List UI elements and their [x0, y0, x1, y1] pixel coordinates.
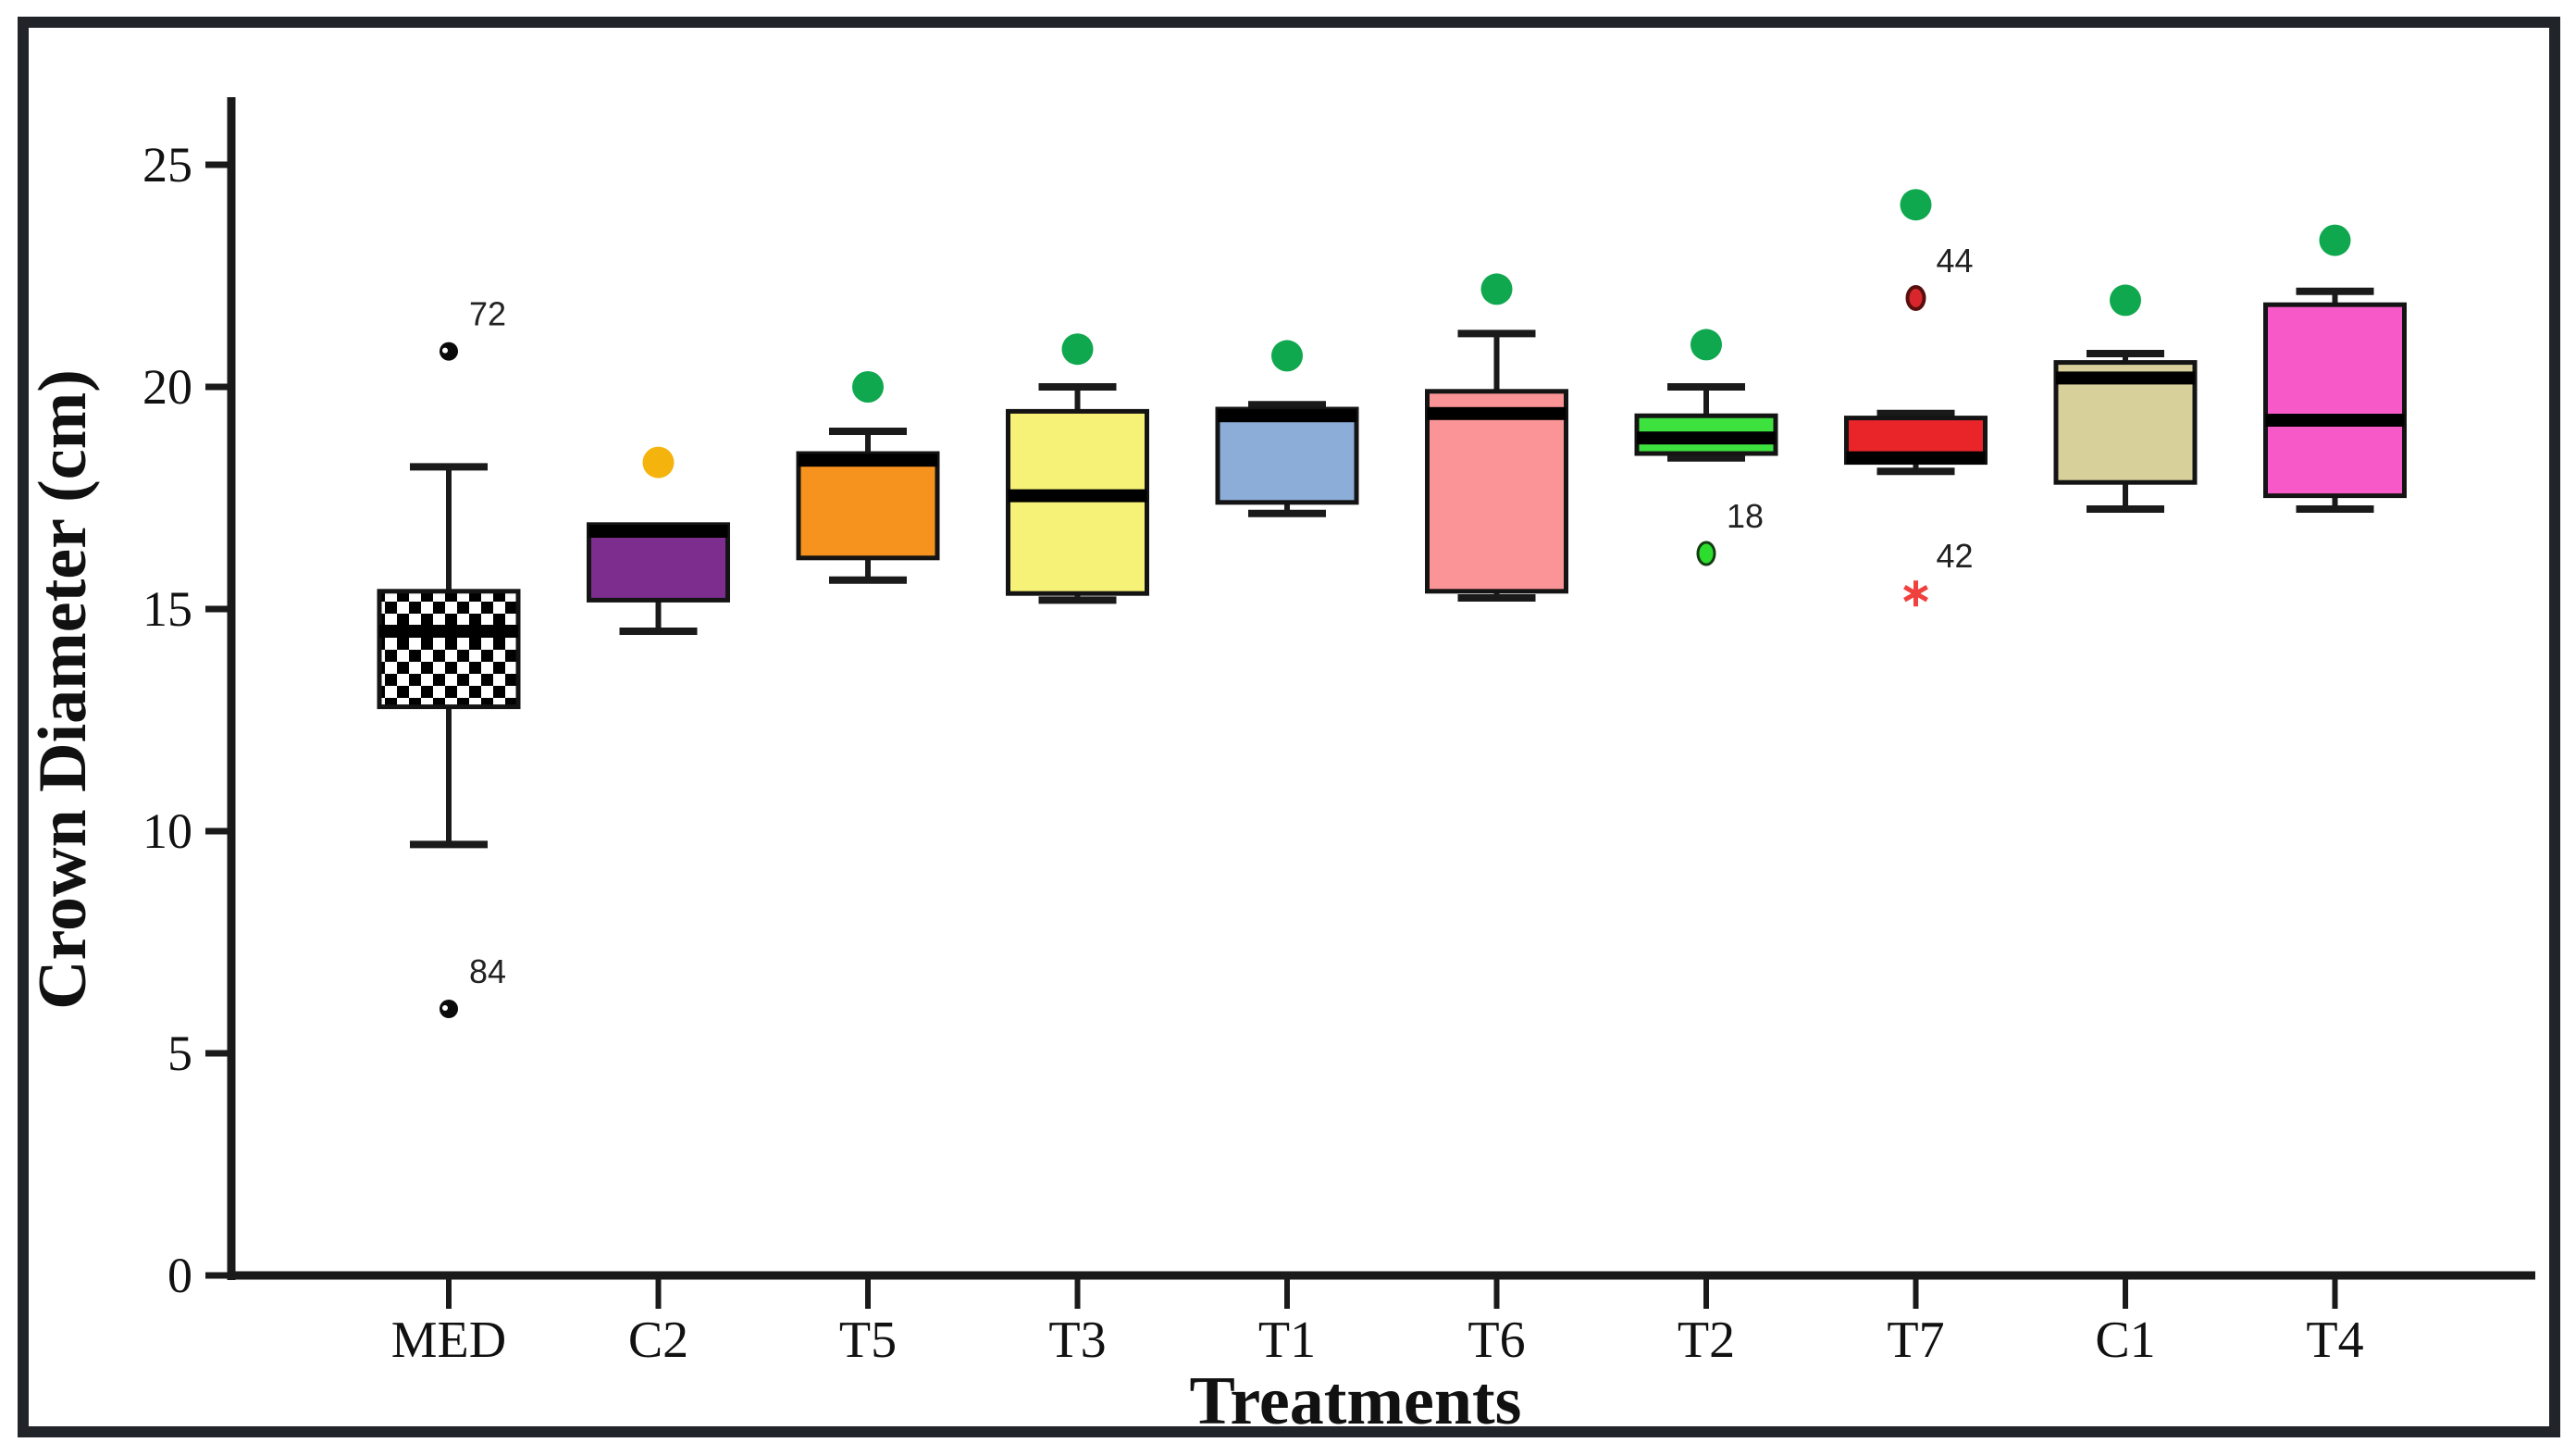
median-MED: [379, 625, 518, 638]
y-tick-label-20: 20: [142, 359, 192, 415]
y-tick-label-10: 10: [142, 803, 192, 859]
outlier-label-T2-18: 18: [1727, 497, 1764, 535]
mean-dot-T2: [1690, 329, 1722, 361]
y-tick-label-15: 15: [142, 581, 192, 637]
median-T6: [1427, 406, 1567, 420]
mean-dot-T3: [1061, 333, 1094, 366]
mean-dot-T1: [1271, 340, 1303, 372]
category-label-T6: T6: [1468, 1312, 1525, 1369]
plot-area: 0 5 10 15 20 25 MED 72 84 C2 T5 T3 T1 T6 T2 18 T7 44 42 C1 T…: [142, 97, 2535, 1369]
outlier-dot-MED-72: [440, 342, 458, 361]
mean-dot-T6: [1480, 273, 1513, 305]
box-T6: [1425, 389, 1568, 594]
median-T5: [799, 454, 937, 467]
outlier-dot-T2-18: [1696, 541, 1716, 566]
box-T1: [1215, 406, 1359, 505]
mean-dot-C2: [642, 446, 675, 479]
box-MED: [377, 589, 521, 710]
y-tick-label-5: 5: [167, 1026, 192, 1081]
category-label-T2: T2: [1678, 1312, 1735, 1369]
outlier-label-MED-72: 72: [469, 295, 506, 333]
mean-dot-T5: [852, 371, 884, 403]
median-T1: [1218, 409, 1356, 423]
category-label-C2: C2: [628, 1312, 688, 1369]
category-label-T4: T4: [2306, 1312, 2363, 1369]
outlier-star-T7-42: [1903, 580, 1928, 607]
box-T5: [796, 451, 940, 561]
y-tick-label-25: 25: [142, 137, 192, 193]
mean-dot-T7: [1900, 189, 1932, 221]
mean-dot-T4: [2319, 224, 2351, 256]
category-label-T7: T7: [1887, 1312, 1944, 1369]
outlier-dot-T7-44: [1905, 285, 1926, 311]
median-C2: [588, 525, 728, 538]
category-label-T3: T3: [1048, 1312, 1106, 1369]
x-axis-title: Treatments: [1190, 1363, 1522, 1439]
category-label-T1: T1: [1258, 1312, 1316, 1369]
median-T3: [1008, 489, 1147, 503]
outlier-label-T7-42: 42: [1937, 537, 1974, 575]
y-tick-label-0: 0: [167, 1248, 192, 1303]
category-label-T5: T5: [839, 1312, 897, 1369]
median-T7: [1846, 451, 1986, 465]
mean-dot-C1: [2110, 284, 2141, 317]
y-axis-title: Crown Diameter (cm): [25, 369, 101, 1010]
outlier-label-MED-84: 84: [469, 952, 506, 990]
median-T4: [2265, 414, 2405, 427]
outlier-dot-MED-84: [440, 1000, 458, 1018]
outlier-dot-notch-84: [442, 1005, 448, 1011]
box-T3: [1006, 408, 1149, 596]
category-label-C1: C1: [2095, 1312, 2155, 1369]
category-label-MED: MED: [391, 1312, 506, 1369]
star-stroke: [1903, 585, 1928, 603]
median-C1: [2056, 371, 2195, 385]
median-T2: [1637, 431, 1776, 445]
outlier-label-T7-44: 44: [1937, 242, 1974, 280]
box-T4: [2263, 302, 2407, 499]
outlier-dot-notch-72: [442, 347, 448, 354]
figure-border: [18, 17, 2560, 1437]
